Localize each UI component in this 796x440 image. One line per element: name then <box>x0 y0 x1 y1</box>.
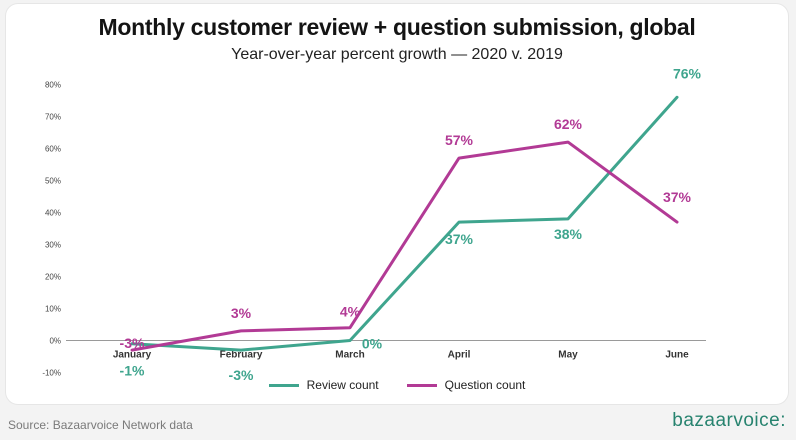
x-tick-label: March <box>335 350 364 361</box>
y-tick-label: 0% <box>49 337 61 346</box>
chart-subtitle: Year-over-year percent growth — 2020 v. … <box>231 46 563 63</box>
y-tick-label: 20% <box>45 273 61 282</box>
legend: Review count Question count <box>6 378 788 392</box>
legend-label-review: Review count <box>306 378 379 392</box>
data-label-question: 37% <box>663 189 692 205</box>
legend-swatch-review <box>268 383 299 387</box>
legend-item-review: Review count <box>268 378 379 392</box>
data-label-question: 4% <box>340 304 361 320</box>
data-label-review: -3% <box>229 367 254 383</box>
series-line-review <box>130 95 679 352</box>
line-chart: -10% 0% 10% 20% 30% 40% 50% 60% 70% 80% January Feb… <box>42 65 706 383</box>
data-label-review: 0% <box>362 336 383 352</box>
legend-label-question: Question count <box>444 378 526 392</box>
y-tick-label: 10% <box>45 305 61 314</box>
x-tick-label: May <box>558 350 578 361</box>
y-tick-label: 80% <box>45 81 61 90</box>
y-tick-label: 70% <box>45 113 61 122</box>
x-tick-label: June <box>665 350 689 361</box>
source-note: Source: Bazaarvoice Network data <box>8 418 193 432</box>
y-tick-label: 30% <box>45 241 61 250</box>
legend-swatch-question <box>406 383 437 387</box>
legend-item-question: Question count <box>406 378 526 392</box>
chart-card: Monthly customer review + question submi… <box>6 4 788 404</box>
y-tick-label: -10% <box>42 369 61 378</box>
data-label-review: 38% <box>554 226 583 242</box>
y-tick-label: 60% <box>45 145 61 154</box>
chart-title: Monthly customer review + question submi… <box>98 14 696 40</box>
data-label-review: 76% <box>673 65 702 81</box>
series-line-question <box>130 140 679 352</box>
data-label-question: 57% <box>445 132 474 148</box>
data-label-question: -3% <box>120 335 145 351</box>
x-tick-label: April <box>448 350 471 361</box>
data-label-question: 3% <box>231 305 252 321</box>
y-tick-label: 40% <box>45 209 61 218</box>
y-tick-label: 50% <box>45 177 61 186</box>
data-label-review: -1% <box>120 363 145 379</box>
data-label-question: 62% <box>554 116 583 132</box>
x-tick-label: February <box>220 350 263 361</box>
data-label-review: 37% <box>445 231 474 247</box>
x-tick-label: January <box>113 350 152 361</box>
brand-logo: bazaarvoice: <box>672 410 786 431</box>
